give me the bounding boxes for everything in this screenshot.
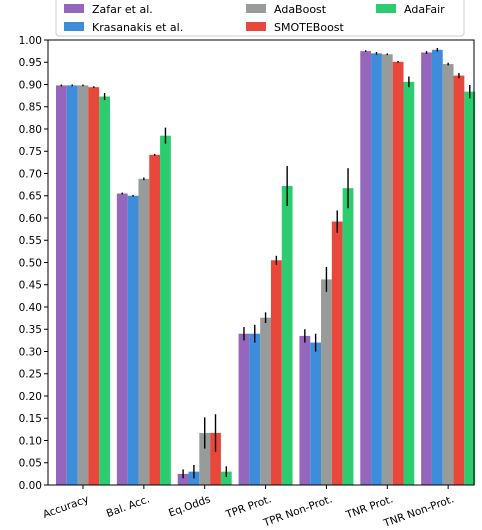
legend-swatch <box>246 22 266 31</box>
bar <box>160 135 171 485</box>
y-tick-label: 0.90 <box>19 79 42 91</box>
y-tick-label: 0.85 <box>19 102 42 114</box>
y-tick-label: 0.35 <box>19 324 42 336</box>
y-tick-label: 0.25 <box>19 369 42 381</box>
legend-label: Krasanakis et al. <box>92 21 183 34</box>
y-tick-label: 0.05 <box>19 458 42 470</box>
y-tick-label: 0.50 <box>19 257 42 269</box>
y-tick-label: 0.70 <box>19 168 42 180</box>
y-tick-label: 0.10 <box>19 435 42 447</box>
bar <box>88 87 100 486</box>
legend-swatch <box>64 22 84 31</box>
legend-swatch <box>376 4 396 13</box>
x-tick-label: Bal. Acc. <box>105 493 152 520</box>
legend-swatch <box>64 4 84 13</box>
bar <box>381 54 393 486</box>
x-tick-label: Accuracy <box>41 493 90 521</box>
error-bars-layer <box>60 48 471 479</box>
y-tick-label: 0.75 <box>19 146 42 158</box>
bar <box>238 333 250 485</box>
legend-label: Zafar et al. <box>92 3 153 16</box>
legend: Zafar et al. Krasanakis et al. AdaBoost SMO… <box>55 0 465 37</box>
y-tick-label: 0.60 <box>19 213 42 225</box>
x-tick-label: Eq.Odds <box>167 493 212 519</box>
bar <box>249 333 261 485</box>
bar <box>360 51 372 486</box>
legend-label: SMOTEBoost <box>274 21 345 34</box>
bar <box>116 193 128 485</box>
bar <box>177 473 189 486</box>
bar <box>342 188 354 485</box>
y-tick-label: 0.95 <box>19 57 42 69</box>
bar <box>149 154 161 485</box>
bar <box>127 195 139 485</box>
bar <box>199 432 211 485</box>
bar <box>442 64 454 485</box>
bar <box>331 221 343 485</box>
bar <box>281 185 293 485</box>
y-tick-label: 1.00 <box>19 35 42 47</box>
bar <box>392 61 404 486</box>
bar <box>421 52 432 486</box>
y-tick-label: 0.00 <box>19 480 42 492</box>
y-tick-label: 0.65 <box>19 191 42 203</box>
legend-swatch <box>246 4 266 13</box>
bar <box>56 85 67 485</box>
bars-layer <box>56 49 476 486</box>
y-tick-label: 0.45 <box>19 280 42 292</box>
bar <box>138 178 150 485</box>
y-tick-label: 0.30 <box>19 346 42 358</box>
bar <box>77 85 89 485</box>
legend-frame <box>55 0 465 37</box>
bar <box>220 471 232 485</box>
bar <box>403 81 415 485</box>
bar <box>431 49 443 485</box>
bar <box>270 260 282 485</box>
y-tick-label: 0.20 <box>19 391 42 403</box>
bar <box>210 432 221 485</box>
y-tick-label: 0.80 <box>19 124 42 136</box>
bar <box>66 85 78 485</box>
bar <box>188 471 200 485</box>
bar <box>464 91 476 486</box>
bar <box>299 335 311 485</box>
legend-label: AdaBoost <box>274 3 327 16</box>
bar <box>260 317 271 485</box>
y-tick-label: 0.40 <box>19 302 42 314</box>
bar <box>453 75 465 485</box>
bar <box>310 342 322 485</box>
bar <box>371 53 382 485</box>
bar <box>99 96 110 485</box>
legend-label: AdaFair <box>404 3 445 16</box>
x-tick-label: TPR Non-Prot. <box>261 493 334 529</box>
bar <box>321 279 332 485</box>
y-tick-label: 0.55 <box>19 235 42 247</box>
y-tick-label: 0.15 <box>19 413 42 425</box>
